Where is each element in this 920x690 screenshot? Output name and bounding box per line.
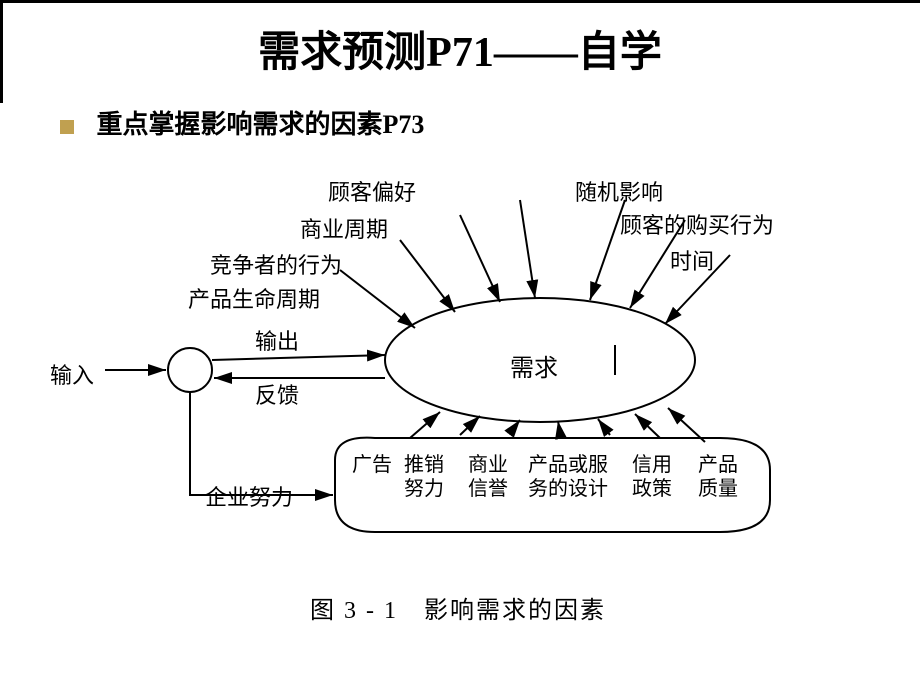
bullet-icon	[60, 120, 74, 134]
label-product-life: 产品生命周期	[188, 282, 320, 314]
label-output: 输出	[255, 324, 299, 356]
label-input: 输入	[50, 358, 94, 390]
label-random: 随机影响	[575, 175, 663, 207]
figure-caption: 图 3 - 1 影响需求的因素	[310, 590, 606, 625]
bullet-heading: 重点掌握影响需求的因素P73	[60, 104, 424, 141]
label-biz-cycle: 商业周期	[300, 212, 388, 244]
demand-diagram: 顾客偏好 商业周期 竞争者的行为 产品生命周期 随机影响 顾客的购买行为 时间 …	[80, 160, 840, 640]
label-competitor: 竞争者的行为	[210, 248, 342, 280]
label-quality2: 质量	[698, 472, 738, 501]
page-title: 需求预测P71——自学	[0, 18, 920, 79]
top-border	[0, 0, 920, 3]
label-credit2: 政策	[632, 472, 672, 501]
label-sales2: 努力	[404, 472, 444, 501]
label-buy-behavior: 顾客的购买行为	[620, 208, 774, 240]
bullet-text: 重点掌握影响需求的因素P73	[97, 110, 425, 139]
label-feedback: 反馈	[255, 378, 299, 410]
label-biz2: 信誉	[468, 472, 508, 501]
label-demand: 需求	[510, 348, 558, 383]
label-product2: 务的设计	[528, 472, 608, 501]
label-time: 时间	[670, 244, 714, 276]
label-customer-pref: 顾客偏好	[328, 175, 416, 207]
label-ad: 广告	[352, 448, 392, 477]
label-enterprise: 企业努力	[205, 480, 293, 512]
